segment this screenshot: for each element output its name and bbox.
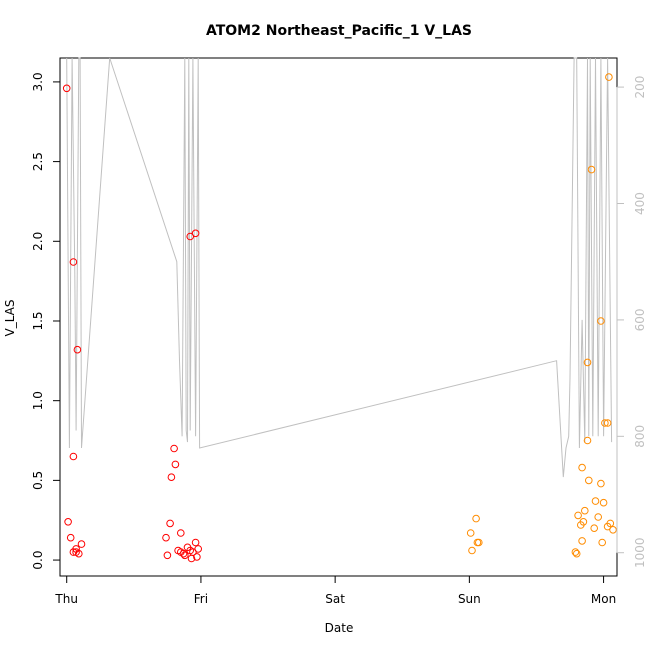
- data-point: [186, 232, 194, 241]
- data-point: [578, 463, 586, 472]
- x-tick-label: Sun: [458, 592, 481, 606]
- data-point: [590, 524, 599, 533]
- data-point: [73, 345, 82, 354]
- data-point: [587, 165, 596, 174]
- data-point: [468, 546, 476, 555]
- data-point: [162, 533, 170, 542]
- data-point: [603, 419, 612, 427]
- data-point: [187, 554, 196, 563]
- x-axis: Thu Fri Sat Sun Mon: [54, 575, 616, 606]
- data-point: [583, 436, 592, 445]
- data-point: [583, 358, 592, 367]
- data-point: [77, 540, 86, 548]
- data-point: [166, 519, 174, 528]
- y-tick-label: 0.0: [31, 551, 45, 570]
- data-point: [581, 506, 589, 515]
- data-point: [574, 511, 582, 520]
- data-point: [193, 553, 201, 561]
- data-point: [191, 229, 200, 238]
- y-tick-label: 2.0: [31, 232, 45, 251]
- y-tick-label: 0.5: [31, 471, 45, 490]
- y2-tick-label: 200: [633, 76, 647, 99]
- data-point: [597, 479, 605, 488]
- secondary-series-line: [66, 57, 613, 478]
- y-tick-label: 2.5: [31, 152, 45, 171]
- y-tick-label: 1.0: [31, 391, 45, 410]
- data-point: [181, 551, 189, 560]
- data-point: [577, 521, 585, 529]
- x-tick-label: Sat: [325, 592, 345, 606]
- data-point: [609, 526, 617, 534]
- data-point: [163, 551, 172, 560]
- data-point: [177, 529, 185, 537]
- data-point: [598, 538, 607, 547]
- y-tick-label: 3.0: [31, 72, 45, 91]
- data-point: [572, 549, 581, 558]
- points-layer: [62, 73, 617, 563]
- data-point: [170, 444, 178, 453]
- plot-frame: [59, 57, 618, 577]
- data-point: [605, 73, 613, 81]
- x-tick-label: Mon: [591, 592, 616, 606]
- y2-tick-label: 800: [633, 425, 647, 448]
- x-tick-label: Thu: [54, 592, 78, 606]
- y-axis: 0.0 0.5 1.0 1.5 2.0 2.5 3.0: [31, 72, 61, 570]
- data-point: [66, 533, 75, 542]
- data-point: [69, 258, 78, 266]
- data-point: [594, 513, 603, 521]
- data-point: [69, 452, 78, 461]
- y2-tick-label: 1000: [633, 537, 647, 568]
- y2-tick-label: 400: [633, 192, 647, 215]
- data-point: [72, 548, 80, 556]
- data-point: [591, 497, 600, 505]
- x-axis-label: Date: [325, 621, 354, 635]
- y-tick-label: 1.5: [31, 311, 45, 330]
- data-point: [64, 518, 72, 526]
- data-point: [472, 514, 480, 523]
- data-point: [171, 460, 180, 469]
- plot-area: [59, 57, 618, 577]
- y2-axis: 200 400 600 800 1000: [616, 76, 647, 568]
- x-tick-label: Fri: [194, 592, 208, 606]
- data-point: [194, 545, 202, 553]
- y-axis-label: V_LAS: [3, 300, 17, 337]
- data-point: [179, 549, 188, 558]
- data-point: [601, 419, 609, 427]
- data-point: [466, 529, 475, 537]
- data-point: [475, 538, 483, 547]
- data-point: [191, 538, 200, 547]
- data-point: [585, 476, 593, 485]
- data-point: [603, 522, 612, 531]
- chart-title: ATOM2 Northeast_Pacific_1 V_LAS: [206, 23, 472, 39]
- data-point: [597, 317, 605, 325]
- secondary-line-layer: [66, 57, 613, 478]
- y2-tick-label: 600: [633, 308, 647, 331]
- data-point: [599, 498, 608, 507]
- data-point: [571, 548, 580, 556]
- data-point: [62, 84, 71, 93]
- data-point: [167, 473, 176, 482]
- data-point: [578, 537, 586, 545]
